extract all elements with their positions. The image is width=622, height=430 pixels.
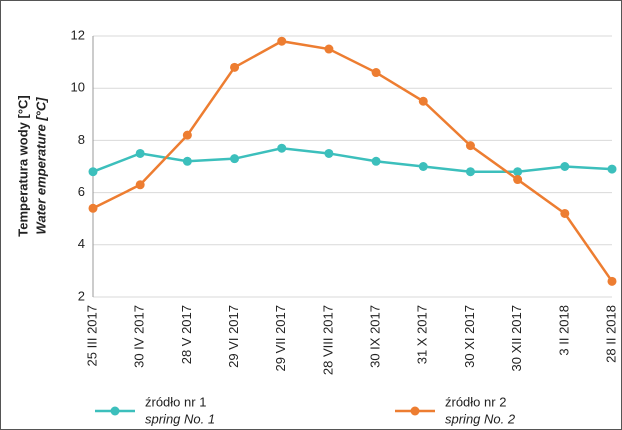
data-point (182, 156, 192, 166)
data-point (371, 68, 381, 78)
legend-marker (410, 406, 420, 416)
series-line (92, 146, 613, 173)
x-tick-label: 30 IX 2017 (368, 305, 383, 368)
series-line (92, 39, 614, 283)
data-point (135, 180, 145, 190)
data-point (371, 156, 381, 166)
x-tick-label: 29 VI 2017 (226, 305, 241, 368)
data-point (607, 164, 617, 174)
data-point (230, 62, 240, 72)
data-point (560, 208, 570, 218)
data-point (418, 162, 428, 171)
x-tick-label: 25 III 2017 (84, 305, 99, 366)
x-tick-label: 3 II 2018 (556, 305, 571, 356)
data-point (418, 96, 428, 106)
legend-label: źródło nr 1 (145, 394, 206, 409)
data-point (324, 148, 334, 158)
y-tick-label: 4 (78, 236, 85, 251)
x-tick-label: 28 VIII 2017 (320, 305, 335, 375)
y-tick-label: 6 (78, 184, 85, 199)
data-point (88, 203, 98, 213)
y-axis-label: Temperatura wody [°C] (15, 95, 30, 236)
y-axis-label-en: Water emperature [°C] (33, 97, 48, 235)
data-point (324, 44, 334, 54)
data-point (513, 175, 523, 185)
x-tick-label: 31 X 2017 (415, 305, 430, 364)
legend-label-en: spring No. 2 (445, 411, 516, 426)
data-point (465, 167, 475, 177)
y-tick-label: 8 (78, 132, 85, 147)
x-tick-label: 30 XII 2017 (509, 305, 524, 372)
data-point (135, 148, 145, 158)
legend-label-en: spring No. 1 (145, 411, 215, 426)
x-tick-label: 30 IV 2017 (132, 305, 147, 368)
x-tick-label: 30 XI 2017 (462, 305, 477, 368)
y-tick-label: 2 (78, 288, 85, 303)
data-point (560, 162, 570, 171)
data-point (277, 143, 287, 153)
data-point (230, 154, 240, 164)
legend-marker (110, 406, 120, 416)
y-tick-label: 12 (71, 27, 85, 42)
x-tick-label: 28 V 2017 (179, 305, 194, 364)
x-tick-label: 28 II 2018 (603, 305, 618, 363)
data-point (607, 276, 617, 286)
data-point (513, 167, 523, 177)
data-point (182, 130, 192, 140)
data-point (277, 36, 287, 46)
legend-label: źródło nr 2 (445, 394, 506, 409)
x-tick-label: 29 VII 2017 (273, 305, 288, 372)
data-point (465, 141, 475, 151)
data-point (88, 167, 98, 177)
y-tick-label: 10 (71, 80, 85, 95)
